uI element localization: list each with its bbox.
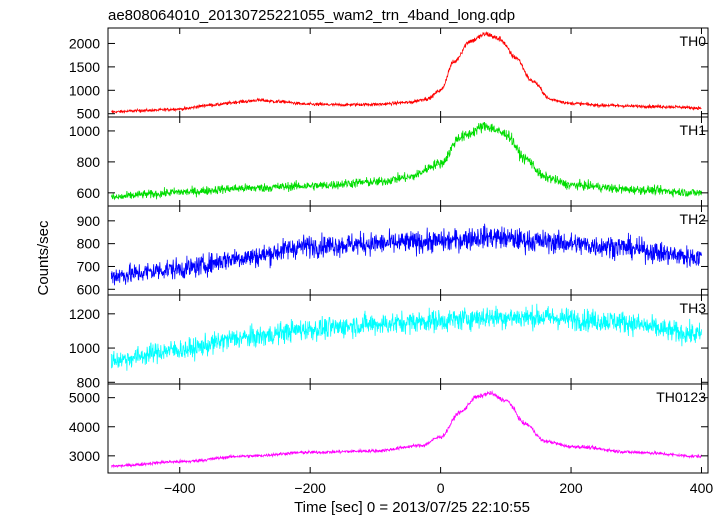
panel-frame xyxy=(107,294,709,385)
x-axis-label: Time [sec] 0 = 2013/07/25 22:10:55 xyxy=(294,499,530,516)
x-tick-label: 0 xyxy=(437,480,445,496)
series-line-th3 xyxy=(110,303,702,371)
x-tick-label: 200 xyxy=(559,480,583,496)
x-tick-label: −400 xyxy=(164,480,196,496)
y-tick-label: 700 xyxy=(77,258,101,274)
y-tick-label: 500 xyxy=(77,106,101,122)
series-label-th0123: TH0123 xyxy=(656,389,706,405)
series-line-th1 xyxy=(110,121,702,201)
panel-th0: 500 1000 1500 2000 TH0 xyxy=(69,27,709,122)
y-tick-label: 800 xyxy=(77,374,101,390)
y-tick-label: 600 xyxy=(77,281,101,297)
x-tick-label: −200 xyxy=(294,480,326,496)
y-tick-label: 800 xyxy=(77,154,101,170)
series-line-th0123 xyxy=(111,389,702,469)
panel-th0123: 3000 4000 5000 TH0123 xyxy=(69,383,709,474)
panel-th1: 600 800 1000 TH1 xyxy=(69,116,709,207)
y-tick-label: 1000 xyxy=(69,340,100,356)
y-tick-label: 1000 xyxy=(69,82,100,98)
y-tick-label: 2000 xyxy=(69,35,100,51)
panel-th3: 800 1000 1200 TH3 xyxy=(69,294,709,390)
panel-frame xyxy=(107,27,709,118)
y-axis-label: Counts/sec xyxy=(35,220,52,296)
panel-frame xyxy=(107,383,709,474)
series-label-th2: TH2 xyxy=(680,211,707,227)
y-tick-label: 1500 xyxy=(69,59,100,75)
y-tick-label: 3000 xyxy=(69,448,100,464)
y-tick-label: 4000 xyxy=(69,419,100,435)
series-line-th2 xyxy=(110,223,702,286)
y-tick-label: 1200 xyxy=(69,306,100,322)
y-tick-label: 900 xyxy=(77,213,101,229)
x-tick-label: 400 xyxy=(690,480,714,496)
x-axis: −400 −200 0 200 400 xyxy=(164,480,713,496)
y-tick-label: 800 xyxy=(77,236,101,252)
series-label-th1: TH1 xyxy=(680,122,707,138)
panel-th2: 600 700 800 900 TH2 xyxy=(77,205,709,297)
series-line-th0 xyxy=(111,31,702,114)
y-tick-label: 1000 xyxy=(69,123,100,139)
chart-title: ae808064010_20130725221055_wam2_trn_4ban… xyxy=(108,7,515,24)
y-tick-label: 600 xyxy=(77,185,101,201)
y-tick-label: 5000 xyxy=(69,390,100,406)
series-label-th3: TH3 xyxy=(680,300,707,316)
series-label-th0: TH0 xyxy=(680,33,707,49)
